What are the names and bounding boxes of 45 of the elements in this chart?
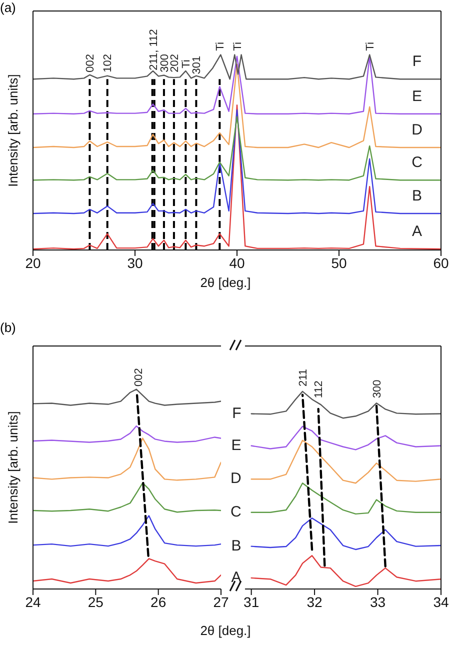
series-label: E bbox=[412, 88, 422, 105]
annotation: Ti bbox=[232, 42, 244, 51]
annotation: 211, 112 bbox=[148, 29, 160, 70]
series-label: B bbox=[412, 187, 422, 204]
annotation: 202 bbox=[168, 54, 181, 72]
x-tick-label: 33 bbox=[370, 594, 386, 610]
series-label: C bbox=[230, 503, 242, 520]
series-label: A bbox=[412, 223, 422, 240]
chart-title: (b) bbox=[0, 320, 16, 335]
x-tick-label: 25 bbox=[88, 594, 104, 610]
y-axis-title: Intensity [arb. units] bbox=[6, 411, 21, 524]
annotation: 102 bbox=[102, 54, 114, 72]
series-label: A bbox=[231, 568, 242, 586]
x-tick-label: 34 bbox=[433, 594, 449, 610]
series-label: F bbox=[412, 53, 422, 70]
chart-title: (a) bbox=[0, 0, 16, 15]
series-label: B bbox=[231, 537, 242, 554]
x-tick-label: 26 bbox=[150, 594, 166, 610]
annotation: Ti bbox=[364, 42, 376, 51]
annotation: 002 bbox=[133, 368, 146, 386]
annotation: 300 bbox=[158, 54, 171, 72]
x-tick-label: 40 bbox=[229, 254, 245, 271]
x-tick-label: 50 bbox=[331, 254, 347, 271]
annotation: 301 bbox=[191, 56, 204, 74]
series-label: E bbox=[231, 436, 242, 454]
annotation: 002 bbox=[84, 54, 97, 72]
annotation: Ti bbox=[214, 42, 227, 51]
x-tick-label: 30 bbox=[127, 254, 143, 271]
series-label: C bbox=[412, 154, 423, 172]
series-label: D bbox=[412, 121, 423, 138]
annotation: 112 bbox=[313, 380, 326, 398]
series-label: D bbox=[230, 470, 242, 488]
annotation: 300 bbox=[371, 380, 384, 398]
x-tick-label: 27 bbox=[213, 594, 229, 610]
x-tick-label: 24 bbox=[25, 594, 41, 610]
annotation: Ti bbox=[180, 60, 193, 68]
x-axis-title: 2θ [deg.] bbox=[199, 275, 252, 290]
y-axis-title: Intensity [arb. units] bbox=[6, 74, 21, 187]
x-tick-label: 20 bbox=[25, 254, 41, 271]
x-tick-label: 32 bbox=[306, 594, 323, 610]
x-axis-title: 2θ [deg.] bbox=[199, 623, 252, 638]
series-label: F bbox=[232, 404, 242, 422]
x-tick-label: 31 bbox=[244, 594, 260, 610]
x-tick-label: 60 bbox=[433, 254, 449, 271]
annotation: 211 bbox=[297, 368, 310, 386]
